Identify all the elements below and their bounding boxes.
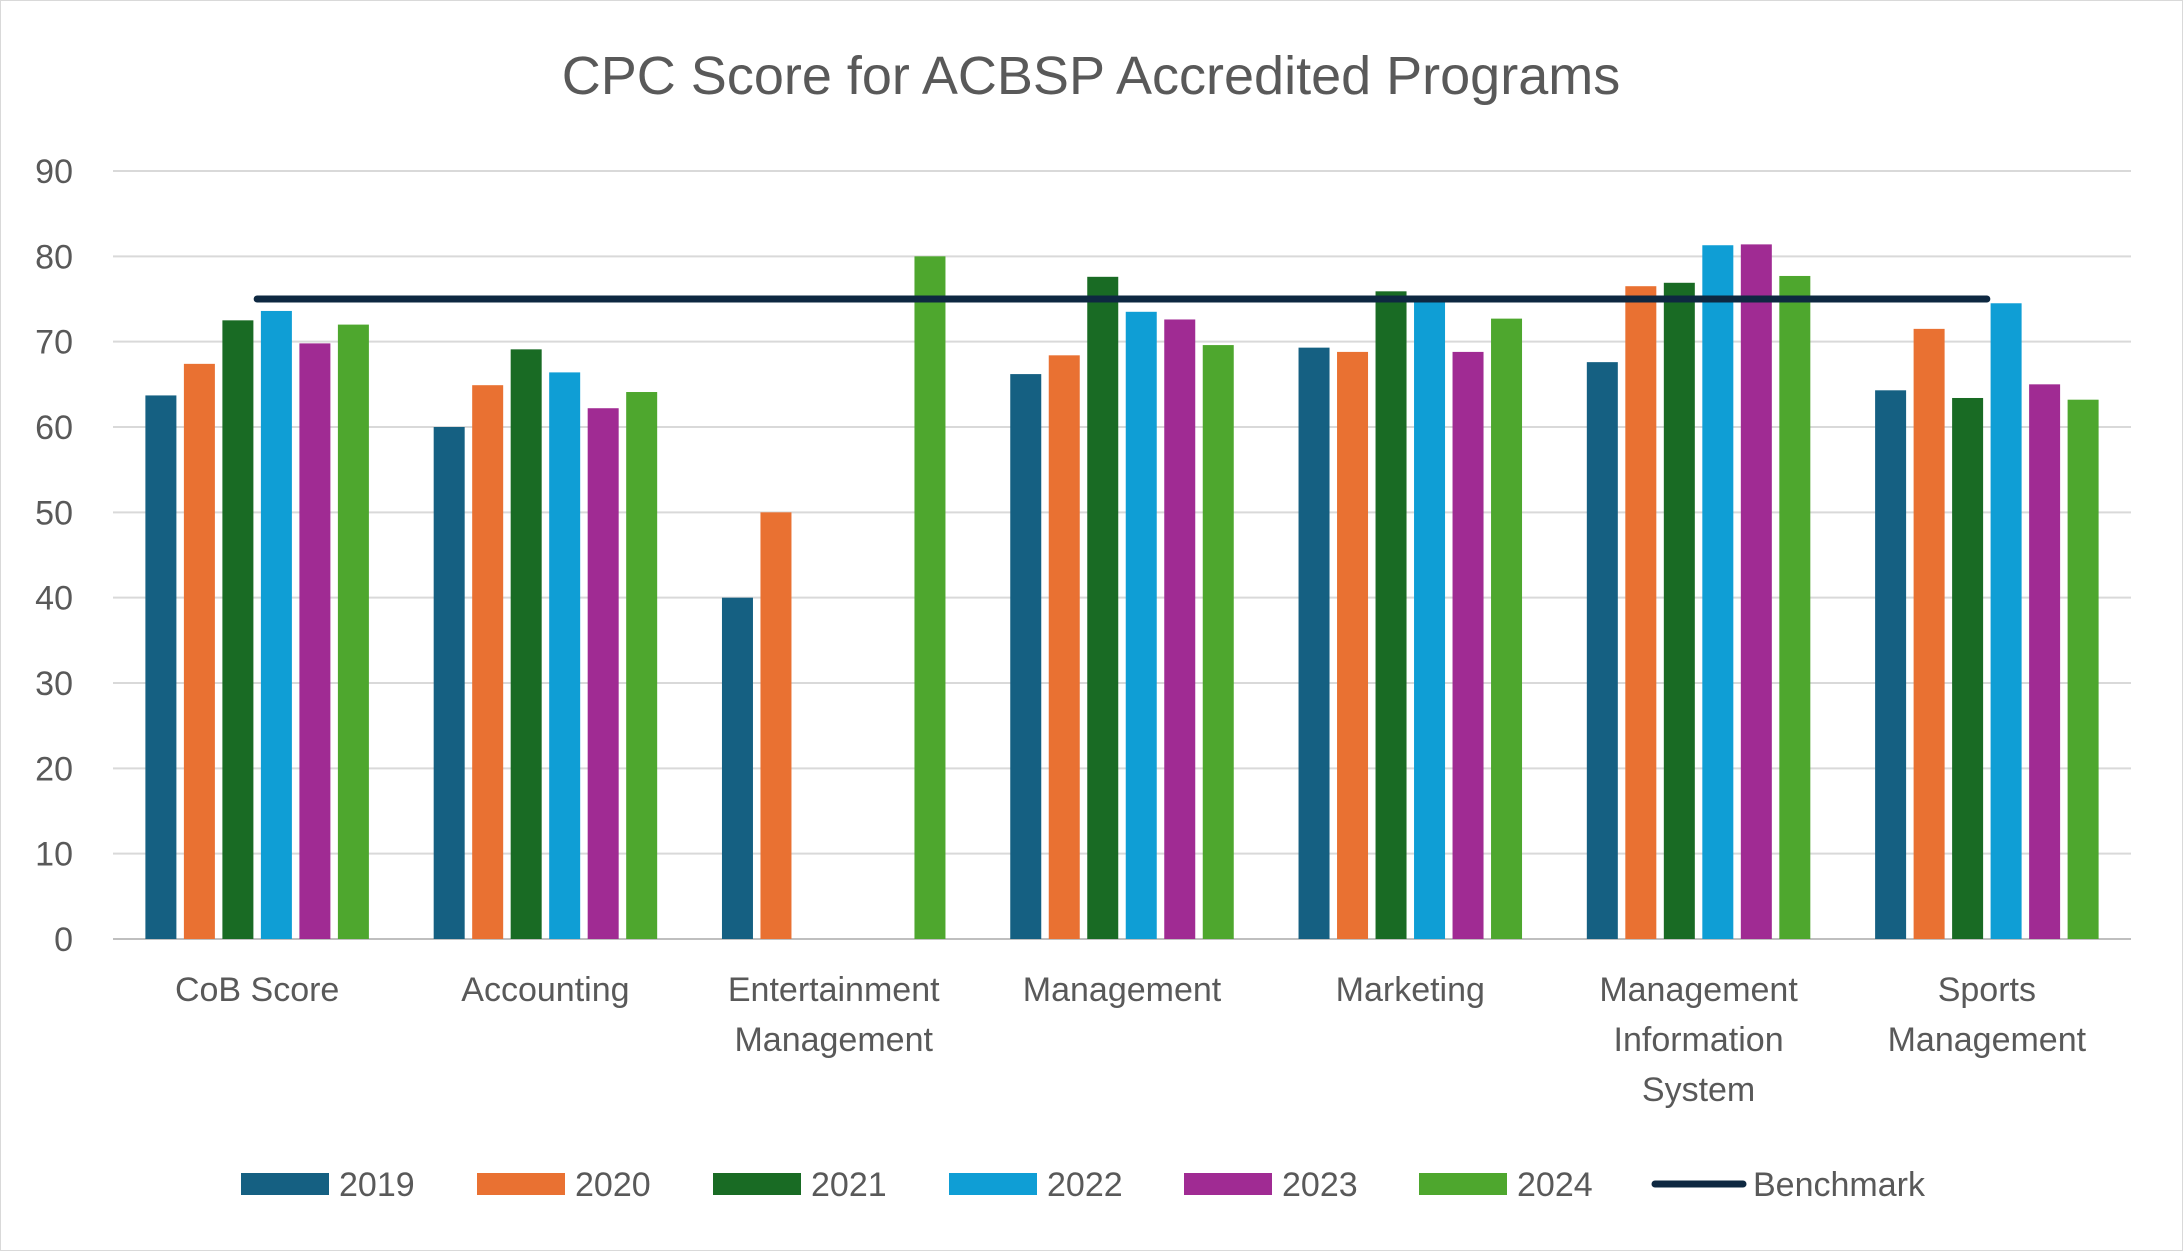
bar-2024: [2067, 399, 2099, 939]
x-category-label-line: Management: [1888, 1021, 2087, 1059]
legend-swatch-2022: [949, 1173, 1037, 1195]
bar-2020: [1337, 351, 1369, 939]
bar-2021: [222, 320, 254, 939]
bar-2019: [1875, 390, 1907, 940]
bar-2020: [1048, 355, 1080, 939]
x-category-label-line: Sports: [1938, 971, 2036, 1009]
x-category-label: Marketing: [1336, 971, 1485, 1009]
x-category-label-line: Management: [734, 1021, 933, 1059]
y-tick-label: 20: [35, 750, 73, 788]
bar-2019: [1010, 374, 1042, 939]
legend-swatch-2023: [1184, 1173, 1272, 1195]
bar-2024: [914, 256, 946, 939]
bar-2019: [1586, 362, 1618, 939]
y-tick-label: 30: [35, 665, 73, 703]
bar-2024: [1491, 318, 1523, 939]
bar-2020: [472, 385, 504, 940]
bar-2023: [1164, 319, 1196, 940]
legend-label: 2024: [1517, 1166, 1593, 1204]
bar-2022: [1414, 295, 1446, 939]
bar-2021: [510, 349, 542, 939]
y-tick-label: 10: [35, 836, 73, 874]
x-category-label: Entertainment Management: [728, 971, 940, 1059]
bar-2024: [1202, 345, 1234, 940]
bar-2023: [2029, 384, 2061, 939]
y-tick-label: 90: [35, 153, 73, 191]
bar-2024: [626, 392, 658, 940]
legend-swatch-2019: [241, 1173, 329, 1195]
x-category-label: CoB Score: [175, 971, 339, 1009]
x-category-label-line: Information: [1614, 1021, 1784, 1059]
legend-label: 2021: [811, 1166, 887, 1204]
bar-2019: [433, 427, 465, 939]
x-category-label: Management: [1023, 971, 1222, 1009]
legend-swatch-2021: [713, 1173, 801, 1195]
legend-label: 2019: [339, 1166, 415, 1204]
chart-title: CPC Score for ACBSP Accredited Programs: [562, 46, 1620, 106]
legend-swatch-2024: [1419, 1173, 1507, 1195]
bar-2019: [721, 597, 753, 939]
x-category-label-line: Marketing: [1336, 971, 1485, 1009]
y-tick-label: 0: [54, 921, 73, 959]
y-tick-label: 60: [35, 409, 73, 447]
bar-2022: [1990, 303, 2022, 939]
legend-swatch-2020: [477, 1173, 565, 1195]
bar-2024: [1779, 275, 1811, 940]
legend-label: 2023: [1282, 1166, 1358, 1204]
y-tick-label: 70: [35, 324, 73, 362]
legend: 2019 2020 2021 2022 2023 2024 Benchmark: [241, 1166, 1926, 1204]
legend-label: Benchmark: [1753, 1166, 1926, 1204]
bar-2023: [299, 343, 331, 940]
bar-2021: [1375, 291, 1407, 939]
bar-2022: [1125, 311, 1157, 939]
bar-2022: [260, 310, 292, 939]
bar-2023: [587, 408, 619, 939]
legend-label: 2020: [575, 1166, 651, 1204]
x-category-label-line: Management: [1599, 971, 1798, 1009]
x-category-label: Management Information System: [1599, 971, 1798, 1109]
bar-2019: [145, 395, 177, 940]
gridlines: [113, 170, 2131, 940]
y-axis-ticks: 0 10 20 30 40 50 60 70 80 90: [35, 153, 73, 959]
x-category-label: Sports Management: [1888, 971, 2087, 1059]
bar-2020: [1625, 286, 1657, 939]
bar-2024: [337, 324, 369, 940]
bar-2019: [1298, 347, 1330, 939]
x-category-label-line: Management: [1023, 971, 1222, 1009]
bars: [145, 244, 2099, 940]
bar-2020: [1913, 328, 1945, 939]
x-axis-categories: CoB Score Accounting Entertainment Manageme…: [175, 971, 2087, 1109]
bar-2023: [1452, 351, 1484, 939]
y-tick-label: 80: [35, 238, 73, 276]
bar-2023: [1740, 244, 1772, 940]
bar-2022: [549, 372, 581, 939]
y-tick-label: 50: [35, 494, 73, 532]
bar-2021: [1087, 276, 1119, 939]
legend-label: 2022: [1047, 1166, 1123, 1204]
bar-2022: [1702, 245, 1734, 940]
bar-2021: [1952, 397, 1984, 939]
bar-2021: [1663, 282, 1695, 940]
x-category-label: Accounting: [461, 971, 629, 1009]
x-category-label-line: System: [1642, 1071, 1755, 1109]
x-category-label-line: Accounting: [461, 971, 629, 1009]
bar-2020: [760, 512, 792, 939]
x-category-label-line: Entertainment: [728, 971, 940, 1009]
x-category-label-line: CoB Score: [175, 971, 339, 1009]
y-tick-label: 40: [35, 580, 73, 618]
bar-2020: [183, 363, 215, 939]
